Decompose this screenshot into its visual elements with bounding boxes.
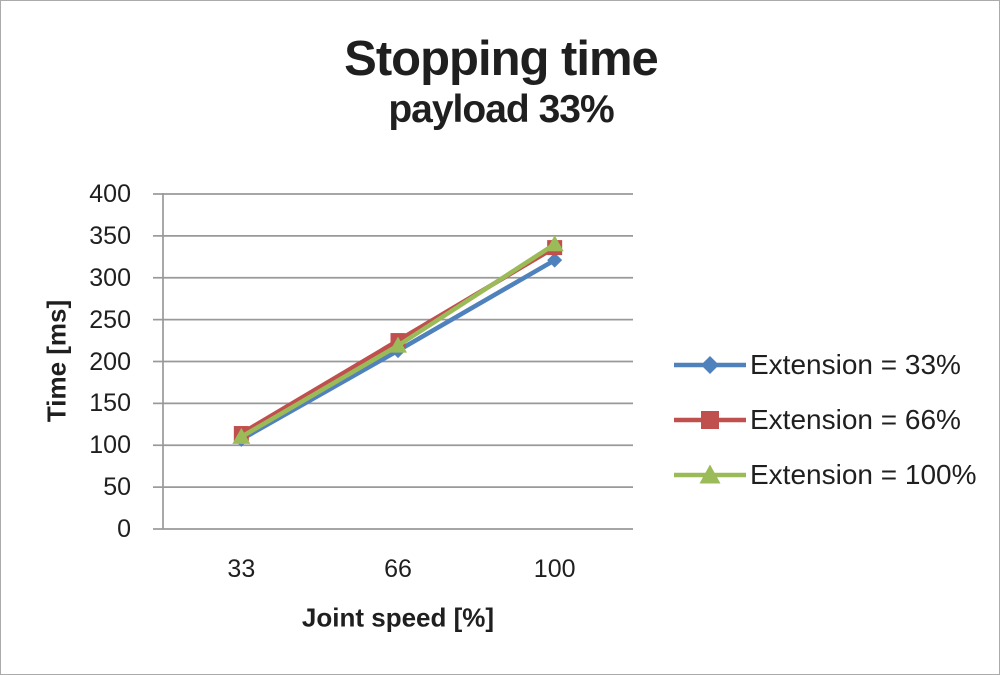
y-tick-label: 50 xyxy=(103,473,131,502)
y-tick-label: 0 xyxy=(117,515,131,543)
data-point-marker-triangle-icon xyxy=(545,235,564,252)
data-point-marker-triangle-icon xyxy=(232,427,251,444)
y-tick-label: 350 xyxy=(89,221,131,250)
x-tick-label: 33 xyxy=(227,555,256,583)
legend-item: Extension = 100% xyxy=(673,447,977,502)
chart-title-block: Stopping time payload 33% xyxy=(1,32,999,134)
y-tick-label: 100 xyxy=(89,431,131,460)
legend-marker-square-icon xyxy=(701,410,719,429)
x-tick-label: 100 xyxy=(533,555,576,583)
y-tick-label: 400 xyxy=(89,180,131,208)
chart-title: Stopping time xyxy=(344,32,659,86)
legend-item: Extension = 33% xyxy=(673,337,977,392)
legend: Extension = 33% Extension = 66% Extension … xyxy=(673,337,977,502)
y-tick-label: 200 xyxy=(89,347,131,376)
legend-label: Extension = 66% xyxy=(750,403,961,435)
legend-label: Extension = 33% xyxy=(750,348,961,380)
data-point-marker-diamond-icon xyxy=(547,252,563,268)
y-tick-label: 150 xyxy=(89,389,131,418)
x-tick-label: 66 xyxy=(384,555,412,583)
legend-marker-diamond-icon xyxy=(701,355,719,374)
y-tick-label: 250 xyxy=(89,305,131,334)
legend-marker-sample xyxy=(674,464,746,483)
chart-subtitle: payload 33% xyxy=(388,87,614,131)
x-axis-title: Joint speed [%] xyxy=(301,602,495,633)
legend-label: Extension = 100% xyxy=(750,458,977,490)
legend-marker-triangle-icon xyxy=(699,464,721,483)
y-tick-label: 300 xyxy=(89,263,131,292)
legend-marker-sample xyxy=(674,355,746,374)
legend-item: Extension = 66% xyxy=(673,392,977,447)
data-point-marker-triangle-icon xyxy=(389,336,407,353)
legend-marker-sample xyxy=(674,410,746,429)
